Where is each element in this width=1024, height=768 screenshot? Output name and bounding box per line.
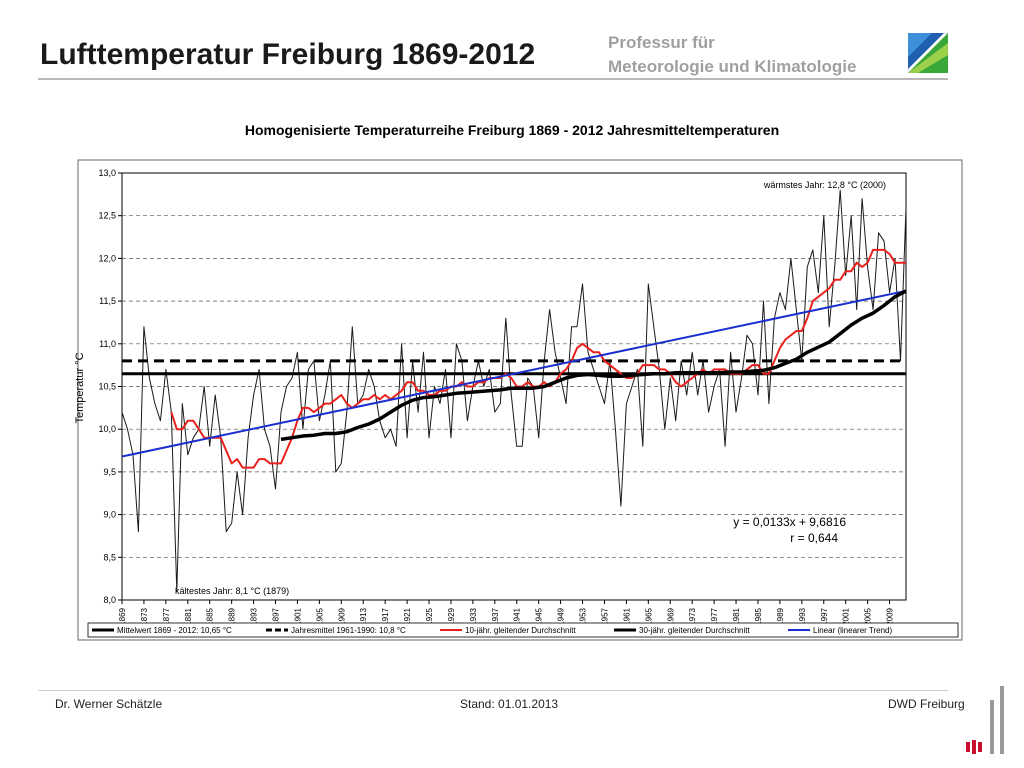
x-tick-label: 1917	[381, 607, 390, 625]
x-tick-label: 1925	[425, 607, 434, 625]
y-tick-label: 11,5	[99, 296, 116, 306]
legend-items: Mittelwert 1869 - 2012: 10,65 °C Jahresmi…	[92, 626, 892, 635]
y-tick-label: 9,5	[103, 467, 116, 477]
chart-title: Homogenisierte Temperaturreihe Freiburg …	[244, 122, 780, 138]
legend-label: Jahresmittel 1961-1990: 10,8 °C	[291, 626, 406, 635]
warmest-year-annotation: wärmstes Jahr: 12,8 °C (2000)	[763, 180, 886, 190]
x-tick-label: 1885	[206, 607, 215, 625]
x-tick-label: 1969	[666, 607, 675, 625]
page-title: Lufttemperatur Freiburg 1869-2012	[40, 38, 536, 71]
series-line	[280, 289, 907, 442]
x-tick-label: 1973	[688, 607, 697, 625]
temperature-chart: 8,0 8,5 9,0 9,5 10,0 10,5 11,0 11,5 12,0 12,5 13,0…	[74, 159, 963, 641]
y-axis-label: Temperatur °C	[74, 352, 86, 423]
professur-logo-icon	[908, 33, 948, 73]
y-tick-labels: 8,0 8,5 9,0 9,5 10,0 10,5 11,0 11,5 12,0 12,5 13,0	[98, 168, 116, 605]
legend-label: Linear (linearer Trend)	[813, 626, 892, 635]
x-tick-label: 1913	[359, 607, 368, 625]
chart-frame	[77, 159, 963, 641]
y-tick-label: 8,0	[103, 595, 116, 605]
x-tick-label: 1909	[337, 607, 346, 625]
grid-layer	[118, 172, 906, 604]
x-tick-label: 1869	[118, 607, 127, 625]
x-tick-label: 1993	[798, 607, 807, 625]
y-tick-label: 12,5	[98, 211, 116, 221]
legend-label: 10-jähr. gleitender Durchschnitt	[465, 626, 577, 635]
footer-source: DWD Freiburg	[888, 697, 965, 711]
y-tick-label: 10,0	[98, 424, 116, 434]
x-tick-label: 1881	[184, 607, 193, 625]
footer-divider	[38, 690, 948, 691]
legend	[87, 622, 959, 638]
series-line	[121, 189, 907, 592]
x-tick-label: 1877	[162, 607, 171, 625]
x-tick-label: 1997	[820, 607, 829, 625]
x-tick-label: 1989	[776, 607, 785, 625]
x-tick-label: 1905	[315, 607, 324, 625]
x-tick-label: 2005	[864, 607, 873, 625]
series-line	[121, 289, 907, 458]
x-tick-label: 1953	[579, 607, 588, 625]
x-tick-labels: 1869 1873 1877 1881 1885 1889 1893 1897 1901 1905…	[118, 607, 895, 625]
x-tick-label: 2009	[886, 607, 895, 625]
x-tick-label: 1981	[732, 607, 741, 625]
x-tick-label: 1933	[469, 607, 478, 625]
x-tick-label: 1961	[622, 607, 631, 625]
organization-name: Professur für Meteorologie und Klimatolo…	[608, 31, 856, 79]
y-tick-label: 13,0	[98, 168, 116, 178]
organization-line-2: Meteorologie und Klimatologie	[608, 57, 857, 76]
series-layer	[121, 189, 907, 592]
x-tick-label: 2001	[842, 607, 851, 625]
y-tick-label: 10,5	[98, 382, 116, 392]
x-tick-label: 1921	[403, 607, 412, 625]
x-tick-label: 1977	[710, 607, 719, 625]
coldest-year-annotation: kältestes Jahr: 8,1 °C (1879)	[175, 586, 289, 596]
x-tick-label: 1941	[513, 607, 522, 625]
title-divider	[38, 78, 948, 80]
y-tick-label: 8,5	[103, 552, 116, 562]
x-tick-label: 1889	[228, 607, 237, 625]
x-tick-label: 1897	[272, 607, 281, 625]
footer-author: Dr. Werner Schätzle	[55, 697, 163, 711]
x-tick-label: 1937	[491, 607, 500, 625]
x-tick-label: 1945	[535, 607, 544, 625]
correlation-value: r = 0,644	[790, 531, 838, 545]
footer-date: Stand: 01.01.2013	[460, 697, 559, 711]
legend-label: 30-jähr. gleitender Durchschnitt	[639, 626, 751, 635]
x-tick-label: 1929	[447, 607, 456, 625]
x-tick-label: 1985	[754, 607, 763, 625]
legend-label: Mittelwert 1869 - 2012: 10,65 °C	[117, 626, 232, 635]
trend-equation: y = 0,0133x + 9,6816	[733, 515, 846, 529]
x-tick-label: 1873	[140, 607, 149, 625]
x-tick-label: 1901	[293, 607, 302, 625]
x-tick-label: 1965	[644, 607, 653, 625]
y-tick-label: 9,0	[103, 510, 116, 520]
x-tick-label: 1957	[600, 607, 609, 625]
y-tick-label: 12,0	[98, 253, 116, 263]
uni-freiburg-logo-icon	[966, 686, 1004, 754]
y-tick-label: 11,0	[99, 339, 116, 349]
x-tick-label: 1949	[557, 607, 566, 625]
x-tick-label: 1893	[250, 607, 259, 625]
organization-line-1: Professur für	[608, 33, 715, 52]
